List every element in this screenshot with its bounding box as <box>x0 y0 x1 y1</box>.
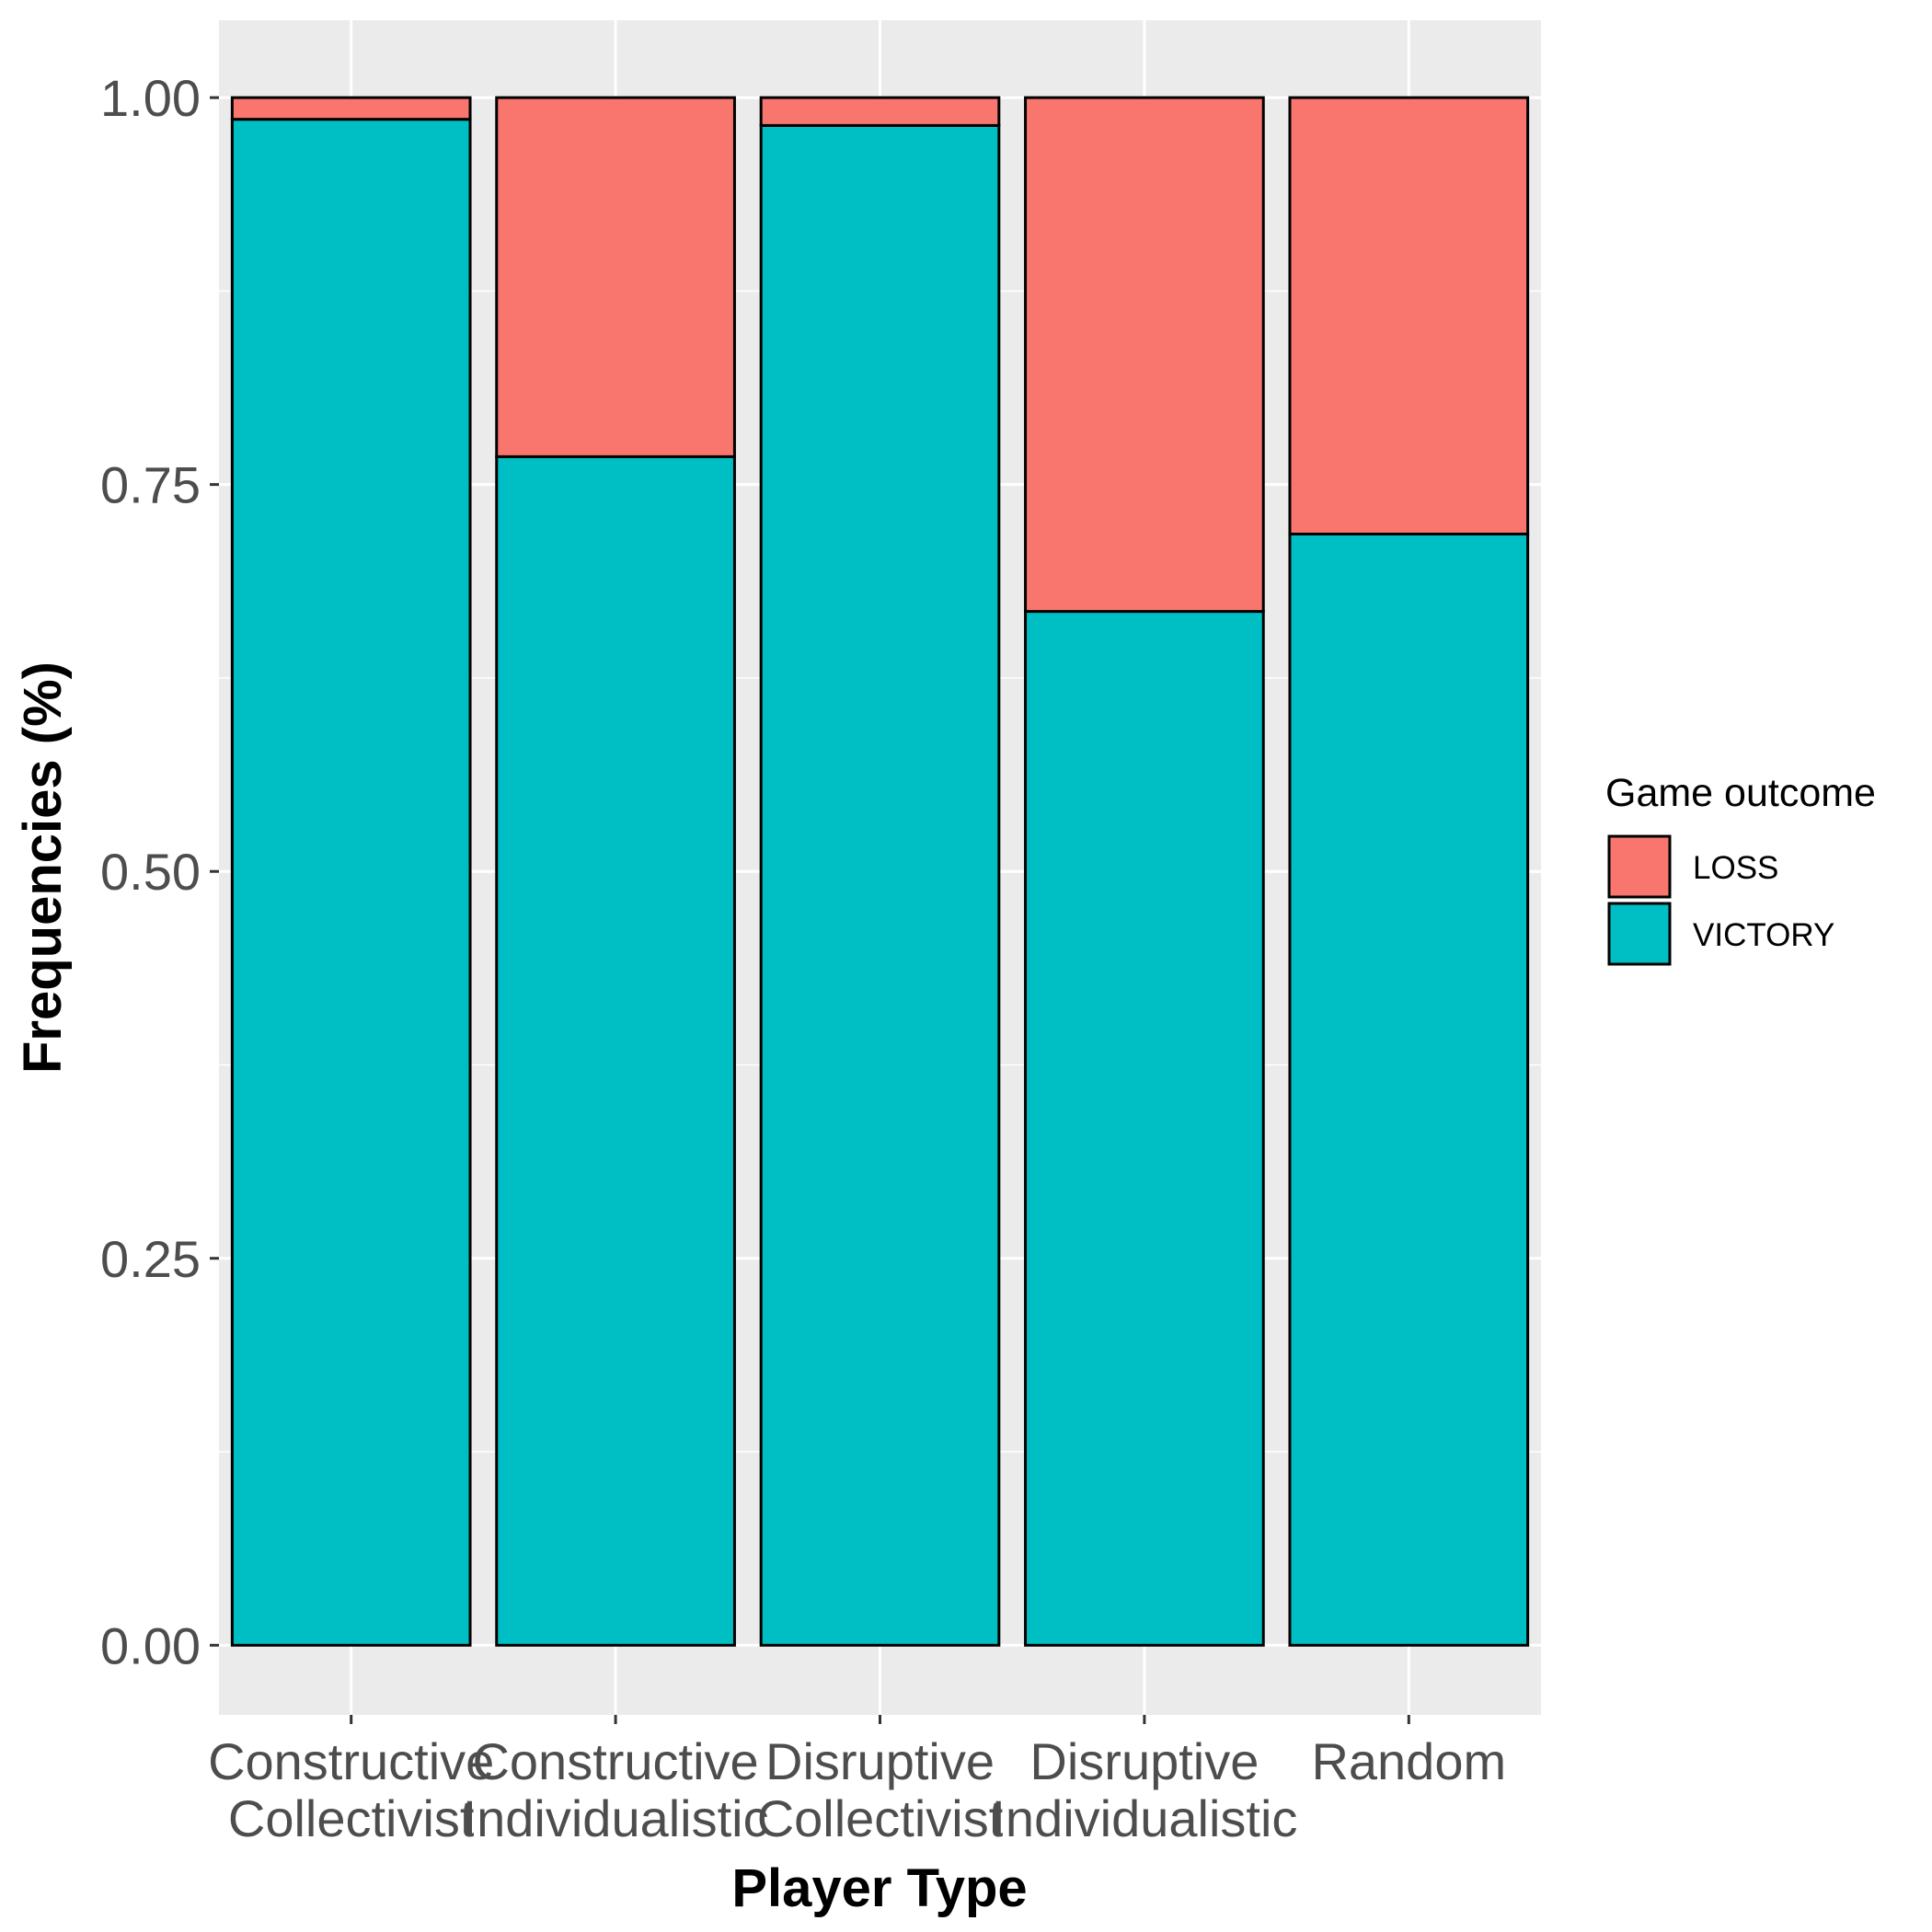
x-tick-label-line: Collectivist <box>757 1789 1004 1847</box>
bar-loss <box>1024 96 1265 614</box>
legend: Game outcome LOSS VICTORY <box>1605 771 1876 966</box>
x-axis-title: Player Type <box>731 1858 1027 1918</box>
bar-victory <box>230 118 472 1647</box>
bar-loss <box>230 96 472 121</box>
y-tick-label: 0.50 <box>100 843 201 901</box>
x-tick-label-line: Individualistic <box>463 1789 769 1847</box>
y-tick-label: 1.00 <box>100 69 201 127</box>
x-tick-label-line: Random <box>1311 1732 1506 1790</box>
bar-victory <box>1024 610 1265 1647</box>
bar-loss <box>759 96 1001 127</box>
bar-victory <box>495 454 736 1647</box>
x-tick-label-line: Collectivist <box>228 1789 475 1847</box>
x-tick-label-line: Individualistic <box>991 1789 1297 1847</box>
x-tick-label-line: Constructive <box>472 1732 758 1790</box>
x-tick-label: Constructive Individualistic <box>463 1732 769 1847</box>
bar-loss <box>1288 96 1530 535</box>
x-tick-label: Random <box>1311 1732 1506 1790</box>
y-tick-label: 0.75 <box>100 456 201 514</box>
x-tick-label: Constructive Collectivist <box>208 1732 494 1847</box>
x-tick-label-line: Disruptive <box>765 1732 995 1790</box>
bar-victory <box>1288 532 1530 1647</box>
x-tick-label-line: Disruptive <box>1029 1732 1259 1790</box>
y-tick-label: 0.00 <box>100 1616 201 1674</box>
y-axis: 0.00 0.25 0.50 0.75 1.00 <box>100 69 219 1674</box>
x-tick-label: Disruptive Individualistic <box>991 1732 1297 1847</box>
legend-label: VICTORY <box>1693 917 1834 953</box>
y-tick-label: 0.25 <box>100 1230 201 1288</box>
x-tick-label: Disruptive Collectivist <box>757 1732 1004 1847</box>
legend-key-loss <box>1607 834 1672 899</box>
legend-label: LOSS <box>1693 850 1778 886</box>
legend-title: Game outcome <box>1605 771 1876 815</box>
bar-loss <box>495 96 736 458</box>
bars <box>230 96 1530 1647</box>
y-axis-title: Frequencies (%) <box>13 661 73 1074</box>
x-tick-label-line: Constructive <box>208 1732 494 1790</box>
bar-victory <box>759 123 1001 1647</box>
legend-key-victory <box>1607 902 1672 966</box>
